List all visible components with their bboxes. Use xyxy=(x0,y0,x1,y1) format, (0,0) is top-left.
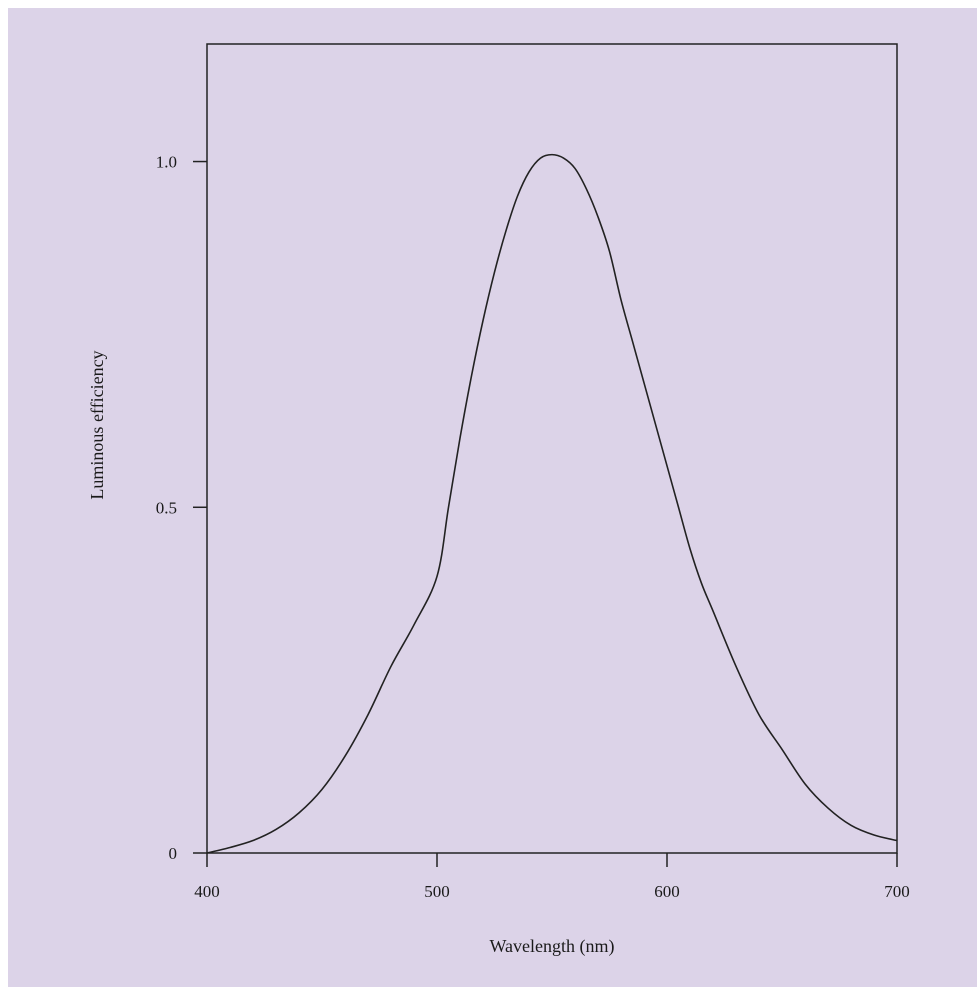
chart-background xyxy=(8,8,977,987)
tick-labels: 400 500 600 700 0 0.5 1.0 xyxy=(156,153,910,901)
plot-frame xyxy=(206,43,898,854)
x-tick-label: 500 xyxy=(424,882,450,901)
y-axis-label: Luminous efficiency xyxy=(87,350,107,499)
axis-ticks xyxy=(193,160,898,867)
x-tick-label: 600 xyxy=(654,882,680,901)
x-tick-label: 700 xyxy=(884,882,910,901)
y-tick-label: 1.0 xyxy=(156,153,177,172)
x-tick-label: 400 xyxy=(194,882,220,901)
luminous-efficiency-curve xyxy=(206,153,898,854)
x-axis-label: Wavelength (nm) xyxy=(489,936,614,957)
y-tick-label: 0 xyxy=(169,844,178,863)
y-tick-label: 0.5 xyxy=(156,498,177,517)
